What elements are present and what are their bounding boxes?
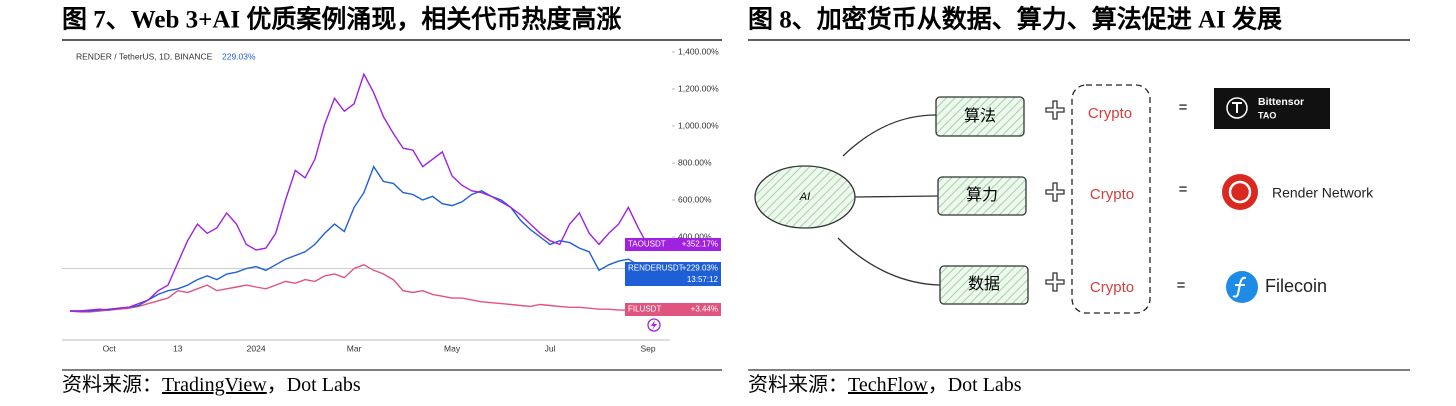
- project-sub: TAO: [1258, 110, 1276, 120]
- chart: RENDER / TetherUS, 1D, BINANCE 229.03% 4…: [62, 46, 721, 353]
- input-node: [935, 96, 1025, 137]
- y-tick-label: 1,400.00%: [678, 46, 719, 56]
- source-rest: ，Dot Labs: [267, 374, 361, 396]
- input-node: [937, 176, 1027, 216]
- project-label: Filecoin: [1265, 276, 1327, 296]
- connector: [842, 114, 937, 157]
- center-label: AI: [799, 191, 810, 203]
- y-tick-label: 600.00%: [678, 194, 712, 204]
- diagram: AI 算法 算力 数据 Crypto Crypto Crypto = = = B…: [754, 84, 1374, 314]
- plus-icon: [1045, 272, 1065, 292]
- equals: =: [1179, 181, 1188, 198]
- end-label-box: [625, 262, 721, 286]
- x-tick-label: May: [444, 343, 461, 353]
- filecoin-icon: [1226, 271, 1258, 303]
- project-label: Bittensor: [1258, 96, 1304, 108]
- x-tick-label: Mar: [347, 343, 362, 353]
- chart-header: RENDER / TetherUS, 1D, BINANCE: [76, 51, 213, 61]
- bittensor-icon: [1232, 102, 1242, 113]
- x-tick-label: 2024: [247, 343, 266, 353]
- source-label: 资料来源：: [748, 373, 848, 396]
- source-label: 资料来源：: [62, 373, 162, 396]
- countdown: 13:57:12: [687, 275, 719, 284]
- crypto-group: [1071, 84, 1151, 314]
- end-label-value: +3.44%: [691, 305, 718, 314]
- figure-title: 图 8、加密货币从数据、算力、算法促进 AI 发展: [748, 5, 1282, 34]
- end-label-box: [625, 303, 721, 316]
- series-line: [70, 72, 649, 312]
- filecoin-icon: [1232, 276, 1247, 298]
- end-label-value: +229.03%: [682, 264, 718, 273]
- y-tick-label: 400.00%: [678, 231, 712, 241]
- y-tick-label: 800.00%: [678, 157, 712, 167]
- crypto-label: Crypto: [1088, 105, 1132, 122]
- y-tick-label: 1,200.00%: [678, 83, 719, 93]
- series-line: [69, 264, 649, 313]
- bittensor-icon: [1226, 97, 1248, 119]
- input-label: 算力: [966, 185, 998, 204]
- crypto-label: Crypto: [1090, 186, 1134, 203]
- x-tick-label: Oct: [103, 343, 117, 353]
- source-name: TradingView: [162, 374, 267, 396]
- source-name: TechFlow: [848, 374, 928, 396]
- render-icon: [1222, 174, 1258, 210]
- source-rest: ，Dot Labs: [928, 374, 1022, 396]
- y-tick-label: 1,000.00%: [678, 120, 719, 130]
- end-label-box: [625, 238, 721, 251]
- connector: [837, 237, 941, 286]
- plus-icon: [1045, 182, 1065, 202]
- x-tick-label: Sep: [640, 343, 655, 353]
- figure-title: 图 7、Web 3+AI 优质案例涌现，相关代币热度高涨: [62, 5, 621, 34]
- x-tick-label: 13: [173, 343, 183, 353]
- equals: =: [1177, 277, 1186, 294]
- event-icon: [647, 318, 661, 332]
- end-label-value: +352.17%: [682, 240, 718, 249]
- input-label: 算法: [964, 106, 996, 125]
- bittensor-logo: [1214, 88, 1330, 129]
- source: 资料来源：TradingView，Dot Labs: [62, 373, 361, 396]
- input-node: [939, 265, 1029, 305]
- project-label: Render Network: [1272, 185, 1374, 201]
- plus-icon: [1045, 100, 1065, 120]
- x-tick-label: Jul: [545, 343, 556, 353]
- render-icon: [1228, 180, 1252, 204]
- chart-header-value: 229.03%: [222, 51, 256, 61]
- input-label: 数据: [968, 275, 1000, 293]
- series-line: [70, 165, 649, 312]
- crypto-label: Crypto: [1090, 279, 1134, 296]
- equals: =: [1179, 99, 1188, 116]
- end-label-name: RENDERUSDT: [628, 264, 684, 273]
- end-label-name: FILUSDT: [628, 305, 661, 314]
- end-label-name: TAOUSDT: [628, 240, 666, 249]
- source: 资料来源：TechFlow，Dot Labs: [748, 373, 1022, 396]
- event-icon: [651, 320, 657, 330]
- connector: [854, 195, 939, 198]
